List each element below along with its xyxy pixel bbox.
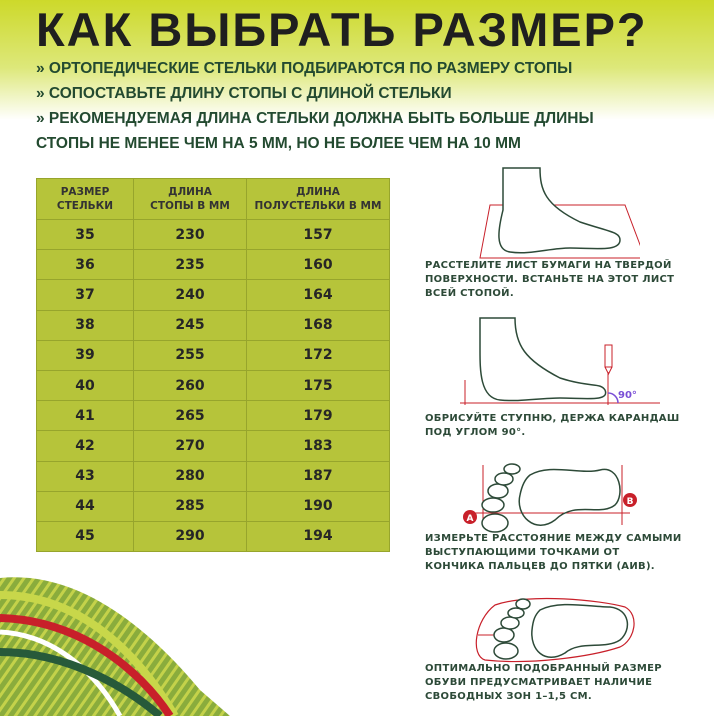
table-row: 36 235 160 bbox=[36, 249, 390, 281]
table-header-row: РАЗМЕР СТЕЛЬКИ ДЛИНА СТОПЫ В ММ ДЛИНА ПОЛУС… bbox=[36, 178, 390, 220]
table-row: 35 230 157 bbox=[36, 218, 390, 251]
table-row: 37 240 164 bbox=[36, 279, 390, 311]
bullet-item: » СОПОСТАВЬТЕ ДЛИНУ СТОПЫ С ДЛИНОЙ СТЕЛЬ… bbox=[36, 85, 452, 102]
foot-trace-illustration: 90° bbox=[460, 317, 660, 405]
header-gradient bbox=[0, 0, 714, 150]
insole-length-cell: 160 bbox=[246, 249, 390, 281]
step-3-text: ИЗМЕРЬТЕ РАССТОЯНИЕ МЕЖДУ САМЫМИ ВЫСТУПАЮ… bbox=[425, 533, 682, 572]
insole-decoration bbox=[0, 577, 230, 716]
step-2-text: ОБРИСУЙТЕ СТУПНЮ, ДЕРЖА КАРАНДАШ ПОД УГЛО… bbox=[425, 413, 680, 438]
foot-on-paper-illustration bbox=[479, 167, 640, 259]
bullet-item: » ОРТОПЕДИЧЕСКИЕ СТЕЛЬКИ ПОДБИРАЮТСЯ ПО … bbox=[36, 60, 573, 77]
table-row: 44 285 190 bbox=[36, 490, 390, 522]
foot-measure-illustration: A B bbox=[463, 463, 637, 533]
foot-length-cell: 240 bbox=[133, 279, 247, 311]
size-cell: 40 bbox=[36, 369, 134, 402]
step-1-text: РАССТЕЛИТЕ ЛИСТ БУМАГИ НА ТВЕРДОЙ ПОВЕРХН… bbox=[425, 260, 675, 299]
header-size: РАЗМЕР СТЕЛЬКИ bbox=[36, 178, 134, 220]
insole-length-cell: 175 bbox=[246, 369, 390, 402]
bullet-item: » РЕКОМЕНДУЕМАЯ ДЛИНА СТЕЛЬКИ ДОЛЖНА БЫТ… bbox=[36, 106, 594, 131]
size-cell: 42 bbox=[36, 430, 134, 462]
size-cell: 38 bbox=[36, 309, 134, 341]
size-cell: 39 bbox=[36, 339, 134, 371]
bullet-item: СТОПЫ НЕ МЕНЕЕ ЧЕМ НА 5 ММ, НО НЕ БОЛЕЕ … bbox=[36, 135, 521, 152]
table-row: 40 260 175 bbox=[36, 369, 390, 402]
table-row: 43 280 187 bbox=[36, 460, 390, 492]
foot-length-cell: 280 bbox=[133, 460, 247, 492]
angle-label: 90° bbox=[618, 390, 637, 401]
bullet-list: » ОРТОПЕДИЧЕСКИЕ СТЕЛЬКИ ПОДБИРАЮТСЯ ПО … bbox=[36, 56, 594, 156]
size-cell: 45 bbox=[36, 520, 134, 553]
foot-length-cell: 285 bbox=[133, 490, 247, 522]
header-foot-length: ДЛИНА СТОПЫ В ММ bbox=[133, 178, 247, 220]
point-a-label: A bbox=[467, 514, 474, 524]
insole-length-cell: 190 bbox=[246, 490, 390, 522]
foot-length-cell: 260 bbox=[133, 369, 247, 402]
size-cell: 41 bbox=[36, 400, 134, 432]
foot-length-cell: 245 bbox=[133, 309, 247, 341]
insole-length-cell: 179 bbox=[246, 400, 390, 432]
bullet-text: » РЕКОМЕНДУЕМАЯ ДЛИНА СТЕЛЬКИ ДОЛЖНА БЫТ… bbox=[36, 110, 460, 127]
size-cell: 37 bbox=[36, 279, 134, 311]
insole-length-cell: 172 bbox=[246, 339, 390, 371]
foot-length-cell: 255 bbox=[133, 339, 247, 371]
insole-length-cell: 164 bbox=[246, 279, 390, 311]
insole-length-cell: 194 bbox=[246, 520, 390, 553]
insole-length-cell: 187 bbox=[246, 460, 390, 492]
foot-length-cell: 265 bbox=[133, 400, 247, 432]
table-row: 42 270 183 bbox=[36, 430, 390, 462]
insole-length-cell: 168 bbox=[246, 309, 390, 341]
header-insole-length: ДЛИНА ПОЛУСТЕЛЬКИ В ММ bbox=[246, 178, 390, 220]
foot-length-cell: 230 bbox=[133, 218, 247, 251]
point-b-label: B bbox=[627, 497, 634, 507]
table-row: 39 255 172 bbox=[36, 339, 390, 371]
insole-length-cell: 183 bbox=[246, 430, 390, 462]
table-row: 38 245 168 bbox=[36, 309, 390, 341]
size-cell: 43 bbox=[36, 460, 134, 492]
size-cell: 36 bbox=[36, 249, 134, 281]
table-row: 41 265 179 bbox=[36, 400, 390, 432]
shoe-fit-illustration bbox=[475, 597, 635, 663]
foot-length-cell: 290 bbox=[133, 520, 247, 553]
page-title: КАК ВЫБРАТЬ РАЗМЕР? bbox=[36, 3, 648, 56]
insole-length-cell: 157 bbox=[246, 218, 390, 251]
size-cell: 35 bbox=[36, 218, 134, 251]
bullet-emphasis: БОЛЬШЕ ДЛИНЫ bbox=[459, 110, 594, 127]
foot-length-cell: 270 bbox=[133, 430, 247, 462]
size-cell: 44 bbox=[36, 490, 134, 522]
table-row: 45 290 194 bbox=[36, 520, 390, 553]
size-table: РАЗМЕР СТЕЛЬКИ ДЛИНА СТОПЫ В ММ ДЛИНА ПОЛУС… bbox=[36, 178, 390, 553]
foot-length-cell: 235 bbox=[133, 249, 247, 281]
step-4-text: ОПТИМАЛЬНО ПОДОБРАННЫЙ РАЗМЕР ОБУВИ ПРЕДУ… bbox=[425, 663, 662, 702]
